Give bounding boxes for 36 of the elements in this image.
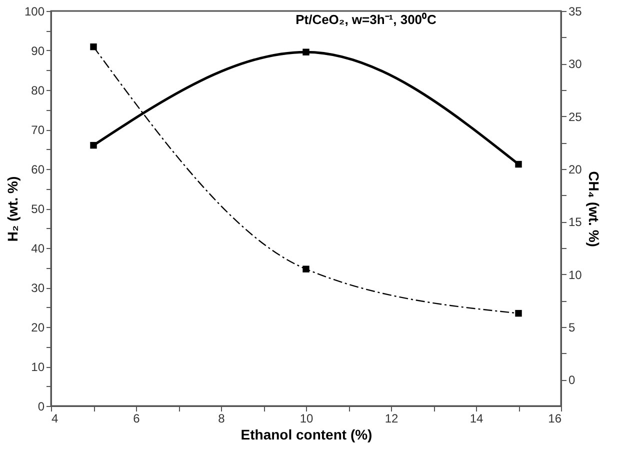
y2-tick-label: 20 <box>568 162 582 176</box>
x-tick-label: 8 <box>218 412 226 426</box>
x-tick-label: 6 <box>133 412 140 426</box>
y2-tick-label: 0 <box>568 373 576 388</box>
point <box>515 160 522 168</box>
y-tick-label: 90 <box>31 44 45 58</box>
y-tick-label: 0 <box>38 400 45 414</box>
x-axis-title: Ethanol content (%) <box>240 426 372 442</box>
y2-axis-title: CH₄ (wt. %) <box>586 171 602 247</box>
y-tick-label: 40 <box>31 242 45 256</box>
y2-tick-label: 5 <box>568 320 576 334</box>
x-tick-label: 10 <box>300 412 314 426</box>
x-tick-label: 4 <box>52 412 58 426</box>
y-axis-title: H₂ (wt. %) <box>4 176 20 242</box>
chart-title: Pt/CeO₂, w=3h⁻¹, 300⁰C <box>296 12 438 27</box>
y-tick-label: 60 <box>31 162 45 176</box>
y-tick-label: 100 <box>24 4 45 18</box>
y2-tick-label: 15 <box>568 215 582 230</box>
y-tick-label: 70 <box>31 123 45 137</box>
y-tick-label: 50 <box>31 202 45 216</box>
y-tick-label: 80 <box>31 84 45 98</box>
point <box>302 48 310 56</box>
y2-tick-label: 25 <box>568 110 582 124</box>
y-tick-label: 30 <box>31 281 45 295</box>
point <box>302 266 310 272</box>
point <box>515 310 522 317</box>
y2-tick-label: 10 <box>568 268 582 282</box>
x-tick-label: 12 <box>384 412 398 426</box>
y2-tick-label: 30 <box>568 57 582 72</box>
x-tick-label: 16 <box>548 412 562 426</box>
y-tick-label: 10 <box>31 360 45 374</box>
x-tick-label: 14 <box>470 412 484 426</box>
y-tick-label: 20 <box>31 320 45 334</box>
y2-tick-label: 35 <box>568 4 582 18</box>
point <box>90 142 97 149</box>
point <box>90 43 97 50</box>
